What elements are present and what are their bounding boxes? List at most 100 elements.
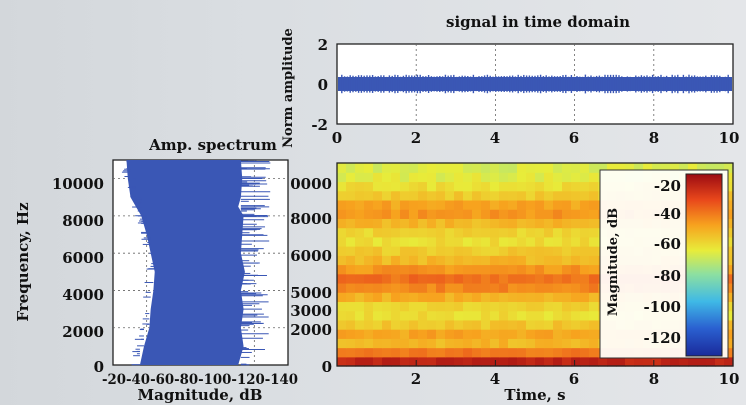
spectrogram-cell — [553, 347, 563, 358]
spectrogram-cell — [445, 329, 455, 339]
spectrogram-cell — [382, 282, 392, 293]
spectrogram-cell — [544, 227, 554, 238]
spectrogram-cell — [454, 282, 464, 293]
spectrogram-cell — [382, 209, 392, 219]
spectrogram-cell — [481, 356, 491, 367]
spectrogram-cell — [382, 163, 392, 173]
spectrogram-cell — [454, 236, 464, 247]
spectrogram-cell — [490, 292, 500, 303]
spectrogram-cell — [508, 338, 518, 349]
spectrogram-cell — [337, 246, 347, 256]
spectrogram-cell — [562, 190, 572, 201]
spectrogram-cell — [535, 347, 545, 358]
spectrogram-cell — [508, 163, 518, 173]
spectrogram-cell — [364, 199, 374, 210]
spectrogram-cell — [445, 218, 455, 229]
spectrogram-cell — [481, 163, 491, 173]
spectrogram-cell — [445, 264, 455, 275]
spectrogram-cell — [364, 338, 374, 349]
spectrogram-cell — [535, 236, 545, 247]
spectrogram-cell — [724, 246, 734, 256]
spectrogram-cell — [499, 301, 509, 312]
spectrogram-cell — [373, 190, 383, 201]
colorbar-gradient — [685, 173, 723, 357]
spectrogram-cell — [355, 163, 365, 173]
amp-spectrum-panel: Amp. spectrum Frequency, Hz 10000 8000 6… — [14, 136, 298, 404]
spectrogram-cell — [400, 209, 410, 219]
spectrogram-cell — [589, 246, 599, 256]
spectrogram-cell — [562, 163, 572, 173]
spectrogram-cell — [535, 329, 545, 339]
spectrogram-cell — [589, 264, 599, 275]
spectrogram-cell — [580, 199, 590, 210]
spectrogram-cell — [436, 310, 446, 321]
spectrogram-cell — [562, 255, 572, 266]
spectrogram-cell — [445, 255, 455, 266]
spectrogram-cell — [508, 356, 518, 367]
spectrogram-cell — [724, 273, 734, 284]
spectrogram-cell — [337, 282, 347, 293]
spectrogram-cell — [499, 282, 509, 293]
spectrogram-cell — [382, 236, 392, 247]
spectrogram-cell — [670, 356, 680, 367]
spectrogram-cell — [535, 227, 545, 238]
spectrogram-cell — [463, 282, 473, 293]
spectrogram-cell — [499, 199, 509, 210]
spectrogram-cell — [445, 319, 455, 330]
spectrogram-cell — [373, 319, 383, 330]
spectrogram-cell — [355, 329, 365, 339]
spectrogram-cell — [409, 273, 419, 284]
spectrogram-cell — [589, 172, 599, 183]
spectrogram-cell — [355, 310, 365, 321]
spectrogram-cell — [481, 255, 491, 266]
spectrogram-cell — [427, 264, 437, 275]
spectrogram-cell — [544, 338, 554, 349]
spectrogram-cell — [571, 172, 581, 183]
spectrogram-cell — [562, 356, 572, 367]
spectrogram-cell — [391, 319, 401, 330]
spectrogram-cell — [724, 282, 734, 293]
spectrogram-cell — [553, 227, 563, 238]
spectrogram-cell — [508, 292, 518, 303]
spectrogram-cell — [454, 163, 464, 173]
spectrogram-cell — [346, 236, 356, 247]
sg-y-tick-3: 5000 — [290, 284, 332, 302]
spectrogram-cell — [724, 292, 734, 303]
spectrogram-cell — [589, 338, 599, 349]
spectrogram-cell — [418, 347, 428, 358]
spectrogram-cell — [472, 163, 482, 173]
spectrogram-cell — [490, 236, 500, 247]
spectrogram-cell — [337, 319, 347, 330]
spectrogram-cell — [355, 338, 365, 349]
spectrogram-cell — [517, 199, 527, 210]
spectrogram-cell — [463, 209, 473, 219]
spectrogram-cell — [355, 282, 365, 293]
spectrogram-cell — [499, 163, 509, 173]
spectrogram-cell — [544, 172, 554, 183]
spectrogram-cell — [580, 246, 590, 256]
spectrogram-cell — [355, 292, 365, 303]
spectrogram-cell — [508, 236, 518, 247]
spectrogram-cell — [472, 236, 482, 247]
spectrogram-cell — [391, 163, 401, 173]
spectrogram-cell — [724, 319, 734, 330]
spectrogram-cell — [499, 181, 509, 192]
spectrogram-cell — [436, 282, 446, 293]
spectrogram-cell — [562, 273, 572, 284]
spectrogram-cell — [445, 163, 455, 173]
spectrogram-cell — [589, 163, 599, 173]
spectrogram-cell — [589, 310, 599, 321]
spectrogram-cell — [535, 209, 545, 219]
spectrogram-cell — [490, 255, 500, 266]
td-x-tick-2: 2 — [411, 129, 421, 147]
spectrogram-cell — [400, 356, 410, 367]
spectrogram-cell — [355, 273, 365, 284]
spectrogram-cell — [337, 199, 347, 210]
spectrogram-cell — [580, 356, 590, 367]
spectrogram-cell — [553, 236, 563, 247]
spectrogram-cell — [364, 190, 374, 201]
spectrogram-cell — [490, 356, 500, 367]
spectrogram-axes — [336, 162, 734, 367]
spectrogram-cell — [481, 338, 491, 349]
spectrogram-cell — [652, 356, 662, 367]
